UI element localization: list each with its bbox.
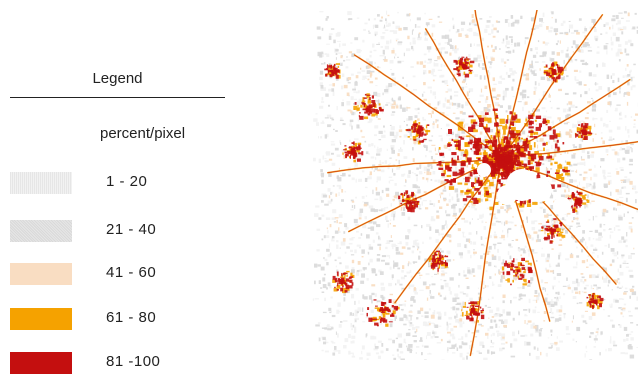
legend-title: Legend xyxy=(92,70,143,87)
legend-unit-label: percent/pixel xyxy=(100,125,186,142)
legend-swatch-1-20 xyxy=(10,172,72,194)
map-legend: Legend percent/pixel 1 - 20 21 - 40 41 -… xyxy=(0,0,250,377)
legend-swatch-41-60 xyxy=(10,263,72,285)
legend-swatch-81-100 xyxy=(10,352,72,374)
legend-label-61-80: 61 - 80 xyxy=(106,309,157,326)
map-layer-81-100 xyxy=(324,10,638,356)
map-water-bodies xyxy=(477,163,571,215)
legend-swatch-61-80 xyxy=(10,308,72,330)
legend-label-81-100: 81 -100 xyxy=(106,353,161,370)
legend-label-1-20: 1 - 20 xyxy=(106,173,148,190)
legend-swatch-21-40 xyxy=(10,220,72,242)
imperviousness-map xyxy=(312,10,638,360)
map-raster xyxy=(312,10,638,360)
map-layer-21-40 xyxy=(314,11,638,360)
legend-item-61-80: 61 - 80 xyxy=(10,308,250,330)
legend-label-41-60: 41 - 60 xyxy=(106,264,157,281)
map-layer-1-20 xyxy=(312,10,638,360)
legend-label-21-40: 21 - 40 xyxy=(106,221,157,238)
legend-item-81-100: 81 -100 xyxy=(10,352,250,374)
legend-item-41-60: 41 - 60 xyxy=(10,263,250,285)
legend-item-1-20: 1 - 20 xyxy=(10,172,250,194)
legend-item-21-40: 21 - 40 xyxy=(10,220,250,242)
legend-divider xyxy=(10,97,225,98)
